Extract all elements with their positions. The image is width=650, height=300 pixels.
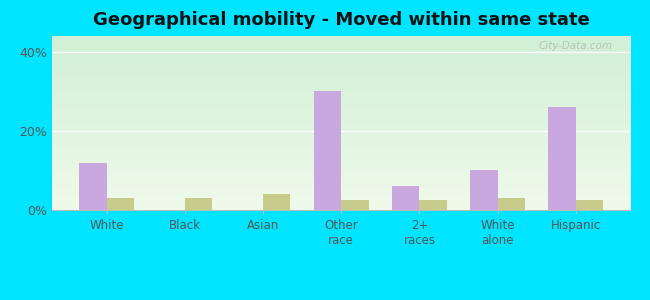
Title: Geographical mobility - Moved within same state: Geographical mobility - Moved within sam… (93, 11, 590, 29)
Bar (263, 194, 291, 210)
Bar (341, 200, 369, 210)
Bar (392, 186, 419, 210)
Bar (107, 198, 134, 210)
Bar (185, 198, 213, 210)
Text: City-Data.com: City-Data.com (539, 41, 613, 51)
Bar (314, 92, 341, 210)
Bar (576, 200, 603, 210)
Bar (498, 198, 525, 210)
Bar (79, 163, 107, 210)
Bar (419, 200, 447, 210)
Bar (470, 170, 498, 210)
Bar (549, 107, 576, 210)
